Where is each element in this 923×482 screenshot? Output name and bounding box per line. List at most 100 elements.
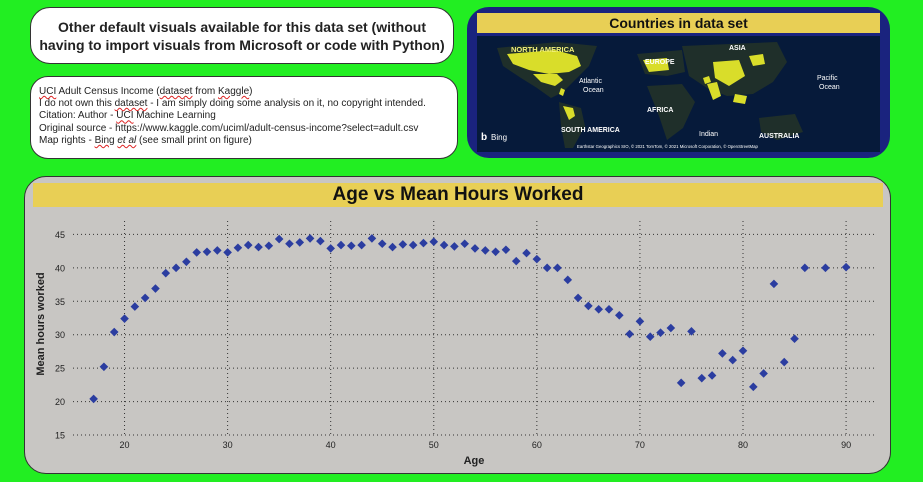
data-point-marker[interactable] (625, 329, 634, 339)
data-point-marker[interactable] (604, 304, 614, 314)
data-point-marker[interactable] (357, 240, 366, 250)
data-point-marker[interactable] (511, 256, 521, 266)
x-axis-ticks: 20 30 40 50 60 70 80 90 (120, 440, 852, 450)
data-point-marker[interactable] (347, 241, 356, 251)
map-label-africa: AFRICA (647, 107, 673, 114)
data-point-marker[interactable] (450, 242, 459, 251)
data-point-marker[interactable] (790, 334, 799, 343)
data-point-marker[interactable] (687, 327, 696, 336)
data-point-marker[interactable] (326, 244, 335, 253)
map-label-atlantic-ocean: Ocean (583, 87, 604, 94)
data-point-marker[interactable] (645, 332, 655, 341)
info-text: (see small print on figure) (136, 134, 252, 146)
data-point-marker[interactable] (563, 275, 573, 285)
data-point-marker[interactable] (553, 263, 562, 273)
data-point-marker[interactable] (140, 293, 150, 303)
data-point-marker[interactable] (759, 369, 768, 378)
data-point-marker[interactable] (707, 371, 717, 380)
data-point-marker[interactable] (481, 246, 490, 255)
age-hours-chart-card: Age vs Mean Hours Worked 15 20 25 30 35 40 45 … (24, 176, 891, 474)
data-point-marker[interactable] (532, 254, 542, 264)
map-label-atlantic: Atlantic (579, 78, 602, 85)
data-point-marker[interactable] (223, 248, 232, 257)
map-label-asia: ASIA (729, 45, 746, 52)
data-point-marker[interactable] (419, 238, 428, 248)
data-point-marker[interactable] (202, 247, 212, 257)
data-point-marker[interactable] (243, 240, 253, 250)
data-point-marker[interactable] (89, 394, 98, 404)
data-point-marker[interactable] (584, 301, 593, 311)
map-label-pacific-ocean: Ocean (819, 84, 840, 91)
data-point-marker[interactable] (491, 247, 500, 257)
data-point-marker[interactable] (666, 323, 676, 333)
info-text: Map rights - (39, 134, 95, 146)
data-point-marker[interactable] (171, 263, 181, 273)
data-point-marker[interactable] (130, 302, 140, 311)
data-point-marker[interactable] (388, 242, 397, 252)
data-point-marker[interactable] (522, 248, 531, 258)
info-text: from (192, 86, 218, 97)
data-point-marker[interactable] (429, 237, 439, 247)
x-tick-label: 40 (326, 440, 336, 450)
data-point-marker[interactable] (398, 240, 408, 249)
data-point-marker[interactable] (182, 257, 191, 267)
data-point-marker[interactable] (336, 240, 346, 250)
data-point-marker[interactable] (460, 239, 469, 249)
data-point-marker[interactable] (542, 263, 552, 273)
data-point-marker[interactable] (120, 314, 129, 323)
map-label-indian: Indian (699, 131, 718, 138)
data-point-marker[interactable] (501, 245, 511, 255)
y-tick-label: 40 (55, 263, 65, 273)
data-point-marker[interactable] (254, 242, 263, 252)
data-point-marker[interactable] (800, 263, 810, 273)
data-point-marker[interactable] (192, 248, 201, 257)
data-point-marker[interactable] (264, 241, 274, 251)
data-point-marker[interactable] (285, 239, 294, 249)
data-point-marker[interactable] (408, 240, 418, 250)
data-point-marker[interactable] (594, 304, 603, 314)
data-point-marker[interactable] (295, 238, 305, 247)
data-point-marker[interactable] (656, 328, 665, 337)
x-tick-label: 90 (841, 440, 851, 450)
data-point-marker[interactable] (821, 263, 830, 273)
data-point-marker[interactable] (213, 246, 222, 255)
bing-icon: b (481, 132, 487, 143)
map-label-pacific: Pacific (817, 75, 838, 82)
data-point-marker[interactable] (99, 362, 109, 372)
data-point-marker[interactable] (161, 268, 171, 278)
data-point-marker[interactable] (718, 349, 727, 358)
map-title: Countries in data set (477, 13, 880, 33)
data-point-marker[interactable] (305, 234, 315, 243)
data-point-marker[interactable] (728, 355, 737, 365)
data-point-marker[interactable] (676, 378, 686, 388)
data-point-marker[interactable] (233, 243, 243, 253)
y-axis-ticks: 15 20 25 30 35 40 45 (55, 230, 65, 441)
data-point-marker[interactable] (841, 262, 851, 272)
scatter-plot[interactable]: 15 20 25 30 35 40 45 20 30 40 50 60 70 80 90 Mean hou… (25, 177, 890, 473)
data-point-marker[interactable] (439, 240, 449, 250)
data-point-marker[interactable] (749, 382, 758, 392)
data-point-marker[interactable] (573, 293, 583, 303)
data-point-marker[interactable] (615, 310, 624, 320)
data-point-marker[interactable] (470, 244, 480, 253)
data-point-marker[interactable] (316, 236, 325, 246)
data-point-marker[interactable] (635, 317, 645, 326)
data-point-marker[interactable] (377, 239, 387, 249)
info-text: Citation: Author - (39, 110, 117, 122)
x-tick-label: 50 (429, 440, 439, 450)
data-point-marker[interactable] (779, 357, 789, 367)
data-point-marker[interactable] (697, 373, 707, 383)
data-point-marker[interactable] (274, 234, 284, 244)
chart-title: Age vs Mean Hours Worked (33, 183, 883, 207)
data-point-marker[interactable] (367, 234, 377, 243)
data-point-marker[interactable] (109, 327, 119, 337)
world-map[interactable]: NORTH AMERICA EUROPE ASIA Atlantic Ocean… (477, 36, 880, 152)
map-label-australia: AUSTRALIA (759, 133, 799, 140)
data-point-marker[interactable] (769, 279, 779, 289)
data-points (89, 234, 851, 404)
info-line-citation: Citation: Author - UCI Machine Learning (39, 110, 457, 122)
data-point-marker[interactable] (151, 284, 160, 293)
info-line-dataset: UCI Adult Census Income (dataset from Ka… (39, 86, 457, 98)
data-point-marker[interactable] (738, 346, 748, 356)
countries-map-card: Countries in data set NORTH AMERICA (467, 7, 890, 158)
